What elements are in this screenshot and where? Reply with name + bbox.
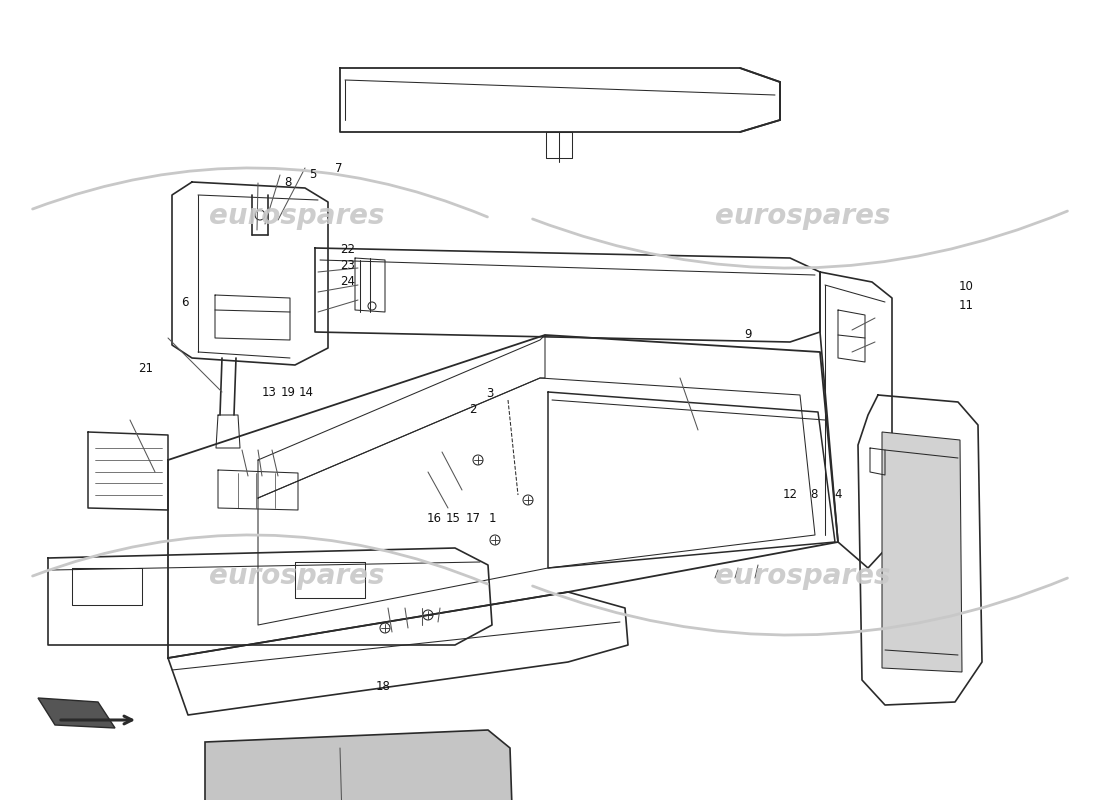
Text: 9: 9 <box>745 328 751 341</box>
Text: 10: 10 <box>958 280 974 293</box>
Text: 3: 3 <box>486 387 493 400</box>
Text: 22: 22 <box>340 243 355 256</box>
Text: eurospares: eurospares <box>209 202 385 230</box>
Text: 11: 11 <box>958 299 974 312</box>
Text: 4: 4 <box>835 488 842 501</box>
Text: 12: 12 <box>782 488 797 501</box>
Text: 21: 21 <box>138 362 153 374</box>
Text: 1: 1 <box>490 512 496 525</box>
Text: 19: 19 <box>280 386 296 398</box>
Text: 6: 6 <box>182 296 188 309</box>
Text: 5: 5 <box>309 168 316 181</box>
Text: 17: 17 <box>465 512 481 525</box>
Polygon shape <box>39 698 116 728</box>
Text: eurospares: eurospares <box>715 562 891 590</box>
Text: 7: 7 <box>336 162 342 174</box>
Text: 16: 16 <box>427 512 442 525</box>
Polygon shape <box>205 730 512 800</box>
Text: 8: 8 <box>811 488 817 501</box>
Text: eurospares: eurospares <box>715 202 891 230</box>
Text: 14: 14 <box>298 386 314 398</box>
Text: 2: 2 <box>470 403 476 416</box>
Text: eurospares: eurospares <box>209 562 385 590</box>
Text: 8: 8 <box>285 176 292 189</box>
Text: 18: 18 <box>375 680 390 693</box>
Text: 23: 23 <box>340 259 355 272</box>
Text: 13: 13 <box>262 386 277 398</box>
Polygon shape <box>882 432 962 672</box>
Text: 15: 15 <box>446 512 461 525</box>
Text: 24: 24 <box>340 275 355 288</box>
